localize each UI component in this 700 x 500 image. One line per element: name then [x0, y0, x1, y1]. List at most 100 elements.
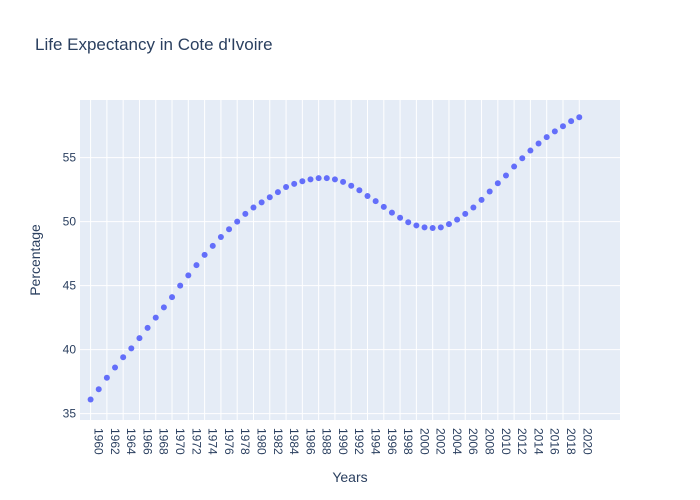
- data-point: [413, 222, 420, 229]
- x-tick-label: 2018: [564, 428, 578, 455]
- data-point: [193, 262, 200, 269]
- x-tick-label: 1966: [140, 428, 154, 455]
- data-point: [160, 304, 167, 311]
- data-point: [201, 251, 208, 258]
- data-point: [388, 209, 395, 216]
- data-point: [486, 188, 493, 195]
- x-tick-label: 1964: [124, 428, 138, 455]
- x-tick-label: 2016: [548, 428, 562, 455]
- data-points: [87, 114, 583, 403]
- chart-title: Life Expectancy in Cote d'Ivoire: [35, 35, 273, 54]
- data-point: [87, 396, 94, 403]
- y-tick-label: 55: [63, 151, 77, 165]
- y-tick-label: 40: [63, 343, 77, 357]
- x-tick-label: 1984: [287, 428, 301, 455]
- data-point: [429, 225, 436, 231]
- data-point: [169, 294, 176, 301]
- data-point: [315, 175, 322, 182]
- data-point: [348, 182, 355, 189]
- data-point: [120, 354, 127, 361]
- x-tick-label: 1970: [173, 428, 187, 455]
- data-point: [478, 196, 485, 203]
- data-point: [274, 189, 281, 196]
- data-point: [551, 128, 558, 135]
- data-point: [234, 218, 241, 225]
- x-tick-label: 1968: [157, 428, 171, 455]
- data-point: [323, 175, 330, 182]
- data-point: [283, 184, 290, 191]
- x-axis-ticks: 1960 1962 1964 1966 1968 1970 1972 1974 1976 1978…: [92, 428, 595, 455]
- x-tick-label: 2014: [531, 428, 545, 455]
- x-tick-label: 1992: [352, 428, 366, 455]
- data-point: [568, 118, 575, 125]
- data-point: [397, 214, 404, 221]
- data-point: [445, 221, 452, 228]
- x-axis-title: Years: [332, 469, 367, 485]
- x-tick-label: 2008: [483, 428, 497, 455]
- data-point: [559, 123, 566, 130]
- x-tick-label: 1980: [254, 428, 268, 455]
- data-point: [527, 147, 534, 154]
- data-point: [380, 203, 387, 210]
- x-tick-label: 1974: [206, 428, 220, 455]
- x-tick-label: 1978: [238, 428, 252, 455]
- data-point: [136, 335, 143, 342]
- data-point: [112, 364, 119, 371]
- data-point: [535, 140, 542, 147]
- data-point: [454, 216, 461, 223]
- data-point: [144, 324, 151, 331]
- x-tick-label: 1962: [108, 428, 122, 455]
- x-tick-label: 1982: [271, 428, 285, 455]
- data-point: [462, 210, 469, 217]
- data-point: [299, 178, 306, 185]
- data-point: [511, 163, 518, 170]
- x-tick-label: 2000: [417, 428, 431, 455]
- data-point: [543, 134, 550, 141]
- data-point: [307, 176, 314, 183]
- x-tick-label: 2012: [515, 428, 529, 455]
- x-tick-label: 1994: [369, 428, 383, 455]
- x-tick-label: 2020: [580, 428, 594, 455]
- x-tick-label: 2002: [434, 428, 448, 455]
- data-point: [372, 198, 379, 205]
- data-point: [250, 204, 257, 211]
- data-point: [405, 219, 412, 226]
- x-tick-label: 1972: [189, 428, 203, 455]
- x-tick-label: 1976: [222, 428, 236, 455]
- x-tick-label: 1960: [92, 428, 106, 455]
- y-axis-title: Percentage: [27, 224, 43, 296]
- data-point: [258, 199, 265, 206]
- data-point: [421, 224, 428, 231]
- data-point: [128, 345, 135, 352]
- data-point: [266, 194, 273, 201]
- x-tick-label: 2010: [499, 428, 513, 455]
- x-tick-label: 1988: [320, 428, 334, 455]
- data-point: [576, 114, 583, 121]
- data-point: [519, 155, 526, 162]
- data-point: [103, 374, 110, 381]
- data-point: [364, 193, 371, 199]
- data-point: [185, 272, 192, 279]
- data-point: [242, 210, 249, 217]
- data-point: [95, 386, 102, 393]
- x-tick-label: 1986: [303, 428, 317, 455]
- y-tick-label: 35: [63, 407, 77, 421]
- data-point: [226, 226, 233, 233]
- plot-area: [80, 100, 620, 420]
- data-point: [340, 178, 347, 185]
- x-tick-label: 2004: [450, 428, 464, 455]
- data-point: [470, 204, 477, 211]
- data-point: [152, 314, 159, 321]
- y-axis-ticks: 35 40 45 50 55: [63, 151, 77, 421]
- x-tick-label: 2006: [466, 428, 480, 455]
- y-tick-label: 45: [63, 279, 77, 293]
- x-tick-label: 1990: [336, 428, 350, 455]
- data-point: [356, 187, 363, 194]
- x-tick-label: 1998: [401, 428, 415, 455]
- data-point: [437, 224, 444, 231]
- grid: [80, 100, 620, 420]
- data-point: [177, 282, 184, 289]
- data-point: [217, 233, 224, 240]
- data-point: [291, 180, 298, 187]
